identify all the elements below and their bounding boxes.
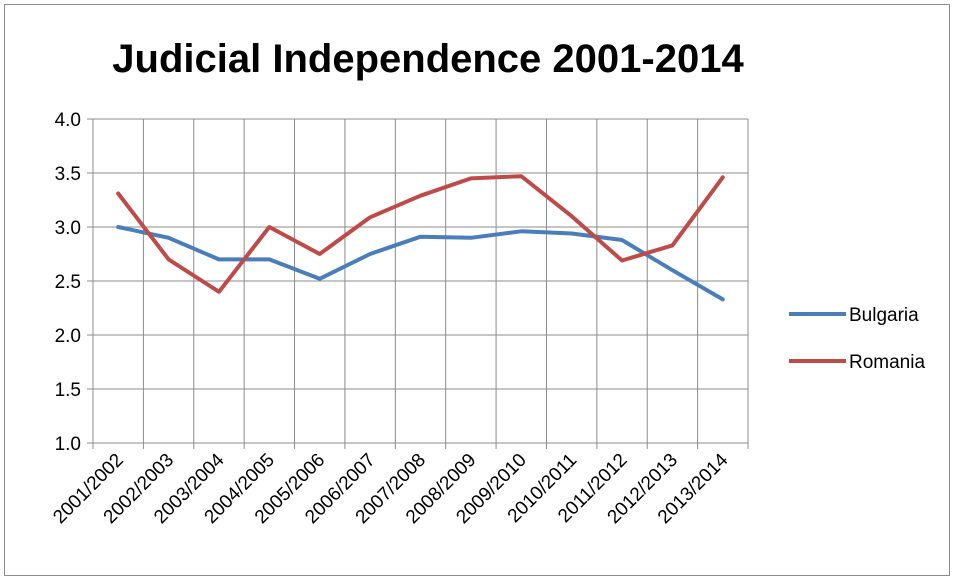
y-axis: 1.0 1.5 2.0 2.5 3.0 3.5 4.0 (55, 110, 81, 455)
legend-label-bulgaria: Bulgaria (849, 305, 919, 326)
series-line-romania (116, 174, 725, 294)
series-lines (116, 174, 725, 302)
y-tick-label: 3.0 (55, 218, 81, 239)
y-tick-label: 2.5 (55, 272, 81, 293)
legend-label-romania: Romania (849, 352, 925, 373)
grid (87, 118, 749, 449)
chart-title: Judicial Independence 2001-2014 (112, 37, 744, 81)
series-line-bulgaria (116, 225, 725, 302)
y-tick-label: 1.0 (55, 434, 81, 455)
legend: Bulgaria Romania (789, 305, 925, 373)
y-tick-label: 4.0 (55, 110, 81, 131)
y-tick-label: 3.5 (55, 164, 81, 185)
y-tick-label: 1.5 (55, 380, 81, 401)
chart-frame (4, 4, 950, 576)
y-tick-label: 2.0 (55, 326, 81, 347)
x-axis: 2001/20022002/20032003/20042004/20052005… (49, 449, 732, 528)
